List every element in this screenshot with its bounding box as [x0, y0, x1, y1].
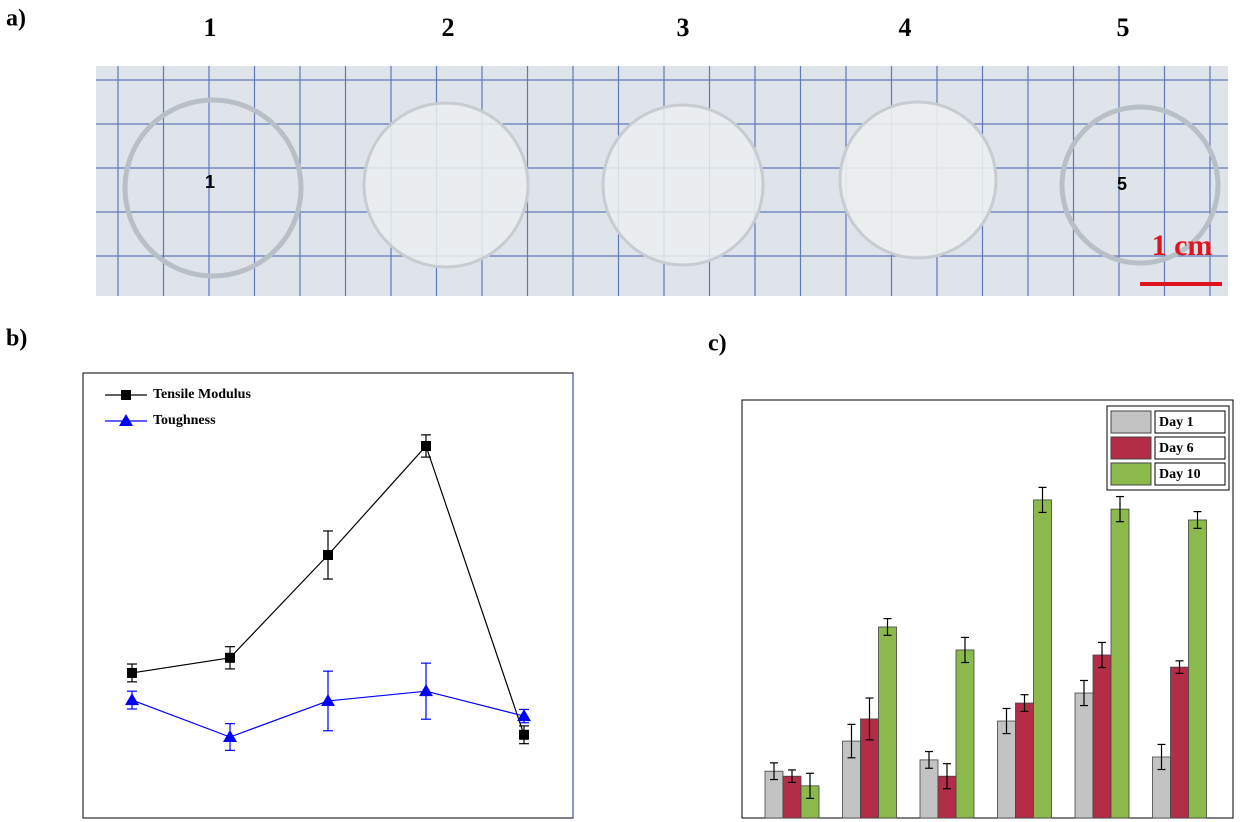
- marker: [419, 684, 433, 696]
- disc: [840, 102, 996, 258]
- bar: [1016, 703, 1034, 818]
- bar: [1034, 500, 1052, 818]
- bar: [879, 627, 897, 818]
- disc: [603, 105, 763, 265]
- scale-bar-label: 1 cm: [1152, 229, 1213, 262]
- bar: [1075, 693, 1093, 818]
- panel-label: a): [6, 6, 26, 32]
- sample-label: 5: [1117, 13, 1130, 42]
- figure: a) b) c) 1 5 1 cm 1 2 3 4 5 Tensile Modulus To…: [0, 0, 1241, 822]
- disc-label: 5: [1117, 174, 1127, 194]
- marker: [323, 550, 333, 560]
- marker: [223, 730, 237, 742]
- sample-label: 3: [677, 13, 690, 42]
- sample-label: 1: [204, 13, 217, 42]
- photo: 1 5 1 cm: [96, 66, 1228, 296]
- sample-label: 2: [442, 13, 455, 42]
- bar: [1111, 509, 1129, 818]
- legend-label: Day 10: [1159, 467, 1201, 482]
- disc: [364, 103, 528, 267]
- disc-label: 1: [205, 172, 215, 192]
- legend-label: Tensile Modulus: [153, 387, 251, 402]
- marker: [519, 730, 529, 740]
- legend-swatch: [1111, 411, 1151, 433]
- panel-label: b): [6, 326, 27, 352]
- bar: [1189, 520, 1207, 818]
- bar: [1171, 667, 1189, 818]
- panel-label: c): [708, 331, 727, 357]
- marker: [421, 441, 431, 451]
- legend-label: Day 6: [1159, 441, 1194, 456]
- plot-frame: [83, 373, 573, 818]
- marker: [119, 414, 133, 426]
- sample-label: 4: [899, 13, 912, 42]
- legend-label: Day 1: [1159, 415, 1194, 430]
- legend-swatch: [1111, 437, 1151, 459]
- bar: [998, 721, 1016, 818]
- marker: [125, 693, 139, 705]
- marker: [121, 390, 131, 400]
- legend-swatch: [1111, 463, 1151, 485]
- marker: [225, 653, 235, 663]
- bar: [1093, 655, 1111, 818]
- bar: [956, 650, 974, 818]
- marker: [127, 668, 137, 678]
- legend-label: Toughness: [153, 413, 216, 428]
